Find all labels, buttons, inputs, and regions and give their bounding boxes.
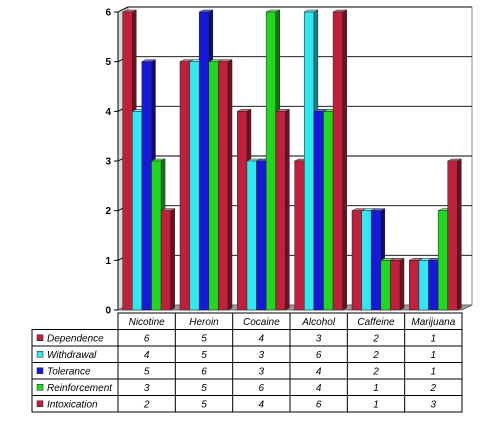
table-cell-value: 3 [431,399,437,410]
table-cell-value: 6 [201,366,207,377]
bar [390,257,405,311]
y-tick-label: 3 [105,157,111,168]
y-tick-label: 5 [105,57,111,68]
table-cell-value: 6 [316,399,322,410]
y-tick-label: 6 [105,8,111,19]
legend-label: Dependence [47,333,104,344]
category-label: Cocaine [243,317,280,328]
table-cell-value: 5 [144,366,150,377]
category-label: Caffeine [357,317,395,328]
bars [122,9,462,311]
table-cell-value: 5 [201,333,207,344]
table-cell-value: 4 [316,383,322,394]
legend-label: Withdrawal [47,350,97,361]
category-label: Marijuana [411,317,455,328]
y-tick-label: 4 [105,107,111,118]
y-tick-label: 2 [105,206,111,217]
table-cell-value: 5 [201,350,207,361]
y-axis: 0 1 2 3 4 5 6 [105,8,119,317]
legend-swatch [36,384,44,391]
y-tick-label: 0 [105,306,111,317]
bar [332,9,347,311]
table-cell-value: 1 [431,333,437,344]
category-label: Nicotine [129,317,166,328]
legend-swatch [36,351,44,358]
table-cell-value: 2 [372,333,379,344]
table-cell-value: 6 [316,350,322,361]
table-cell-value: 6 [144,333,150,344]
table-cell-value: 3 [259,350,265,361]
table-cell-value: 5 [201,383,207,394]
category-label: Heroin [189,317,219,328]
table-cell-value: 3 [144,383,150,394]
table-cell-value: 4 [259,399,265,410]
legend-label: Reinforcement [47,383,113,394]
table-cell-value: 4 [259,333,265,344]
table-cell-value: 1 [373,399,379,410]
table-cell-value: 4 [316,366,322,377]
table-cell-value: 1 [431,350,437,361]
table-cell-value: 2 [430,383,437,394]
table-cell-value: 2 [372,366,379,377]
table-cell-value: 1 [431,366,437,377]
table-cell-value: 4 [144,350,150,361]
table-cell-value: 1 [373,383,379,394]
table-cell-value: 3 [259,366,265,377]
bar [218,59,233,311]
legend-label: Intoxication [47,399,98,410]
table-cell-value: 2 [372,350,379,361]
bar [447,158,462,311]
table-legend-column [31,329,119,413]
table-cell-value: 5 [201,399,207,410]
legend-swatch [36,400,44,407]
bar [160,208,175,311]
table-cell-value: 2 [143,399,150,410]
bar [275,108,290,311]
legend-label: Tolerance [47,366,91,377]
table-cell-value: 3 [316,333,322,344]
gridline [117,6,472,13]
y-tick-label: 1 [105,256,111,267]
table-cell-value: 6 [259,383,265,394]
legend-swatch [36,367,44,374]
data-table: Nicotine Heroin Cocaine Alcohol Caffeine Mari… [31,312,463,413]
legend-swatch [36,334,44,341]
category-label: Alcohol [301,317,336,328]
